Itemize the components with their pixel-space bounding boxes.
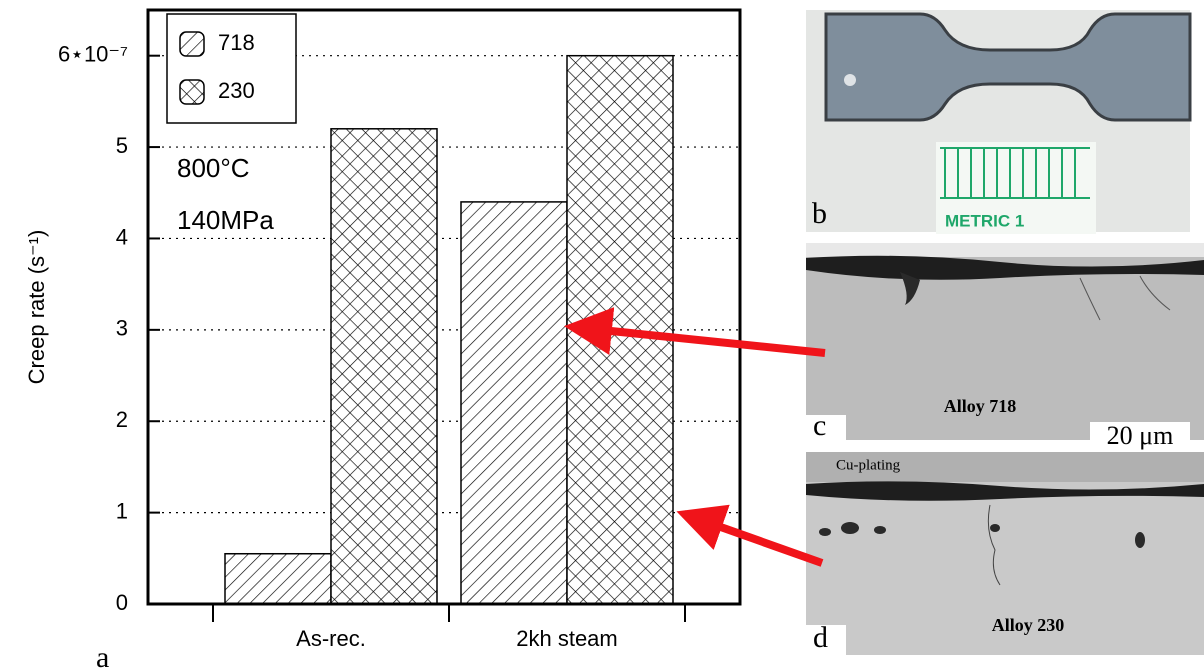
image-b: METRIC 1 b (806, 10, 1192, 234)
x-tick-label: As-rec. (296, 626, 366, 651)
image-note: Cu-plating (836, 457, 901, 473)
y-tick-label: 0 (116, 590, 128, 615)
annotation: 140MPa (177, 205, 274, 235)
scale-bar-label: 20 μm (1107, 421, 1174, 450)
plot-frame (146, 8, 742, 606)
y-tick-label: 1 (116, 498, 128, 523)
legend-swatch (179, 31, 205, 57)
legend-swatch (179, 79, 205, 105)
image-d: d Alloy 230 Cu-plating (806, 452, 1204, 655)
arrow (676, 504, 824, 567)
panel-label: c (813, 409, 826, 442)
image-c: c Alloy 718 20 μm (806, 243, 1204, 464)
chart: 0 1 2 3 4 5 6⋆10⁻⁷ As-rec. 2kh steam Creep rate (… (24, 8, 742, 651)
legend-label: 718 (218, 30, 255, 55)
y-tick-label: 2 (116, 407, 128, 432)
y-tick-label: 5 (116, 133, 128, 158)
image-caption: METRIC 1 (945, 211, 1024, 230)
x-tick-label: 2kh steam (516, 626, 618, 651)
bar (460, 201, 568, 605)
annotation: 800°C (177, 153, 250, 183)
y-tick-label: 6⋆10⁻⁷ (58, 42, 128, 67)
image-caption: Alloy 230 (992, 615, 1065, 635)
panel-label: d (813, 621, 828, 654)
y-tick-label: 3 (116, 316, 128, 341)
bar (330, 128, 438, 605)
arrow (564, 307, 826, 357)
panel-label: a (96, 641, 109, 670)
legend-label: 230 (218, 78, 255, 103)
image-caption: Alloy 718 (944, 396, 1017, 416)
panel-label: b (812, 197, 827, 230)
y-tick-label: 4 (116, 224, 128, 249)
bar (224, 552, 332, 605)
y-axis-label: Creep rate (s⁻¹) (24, 230, 49, 385)
